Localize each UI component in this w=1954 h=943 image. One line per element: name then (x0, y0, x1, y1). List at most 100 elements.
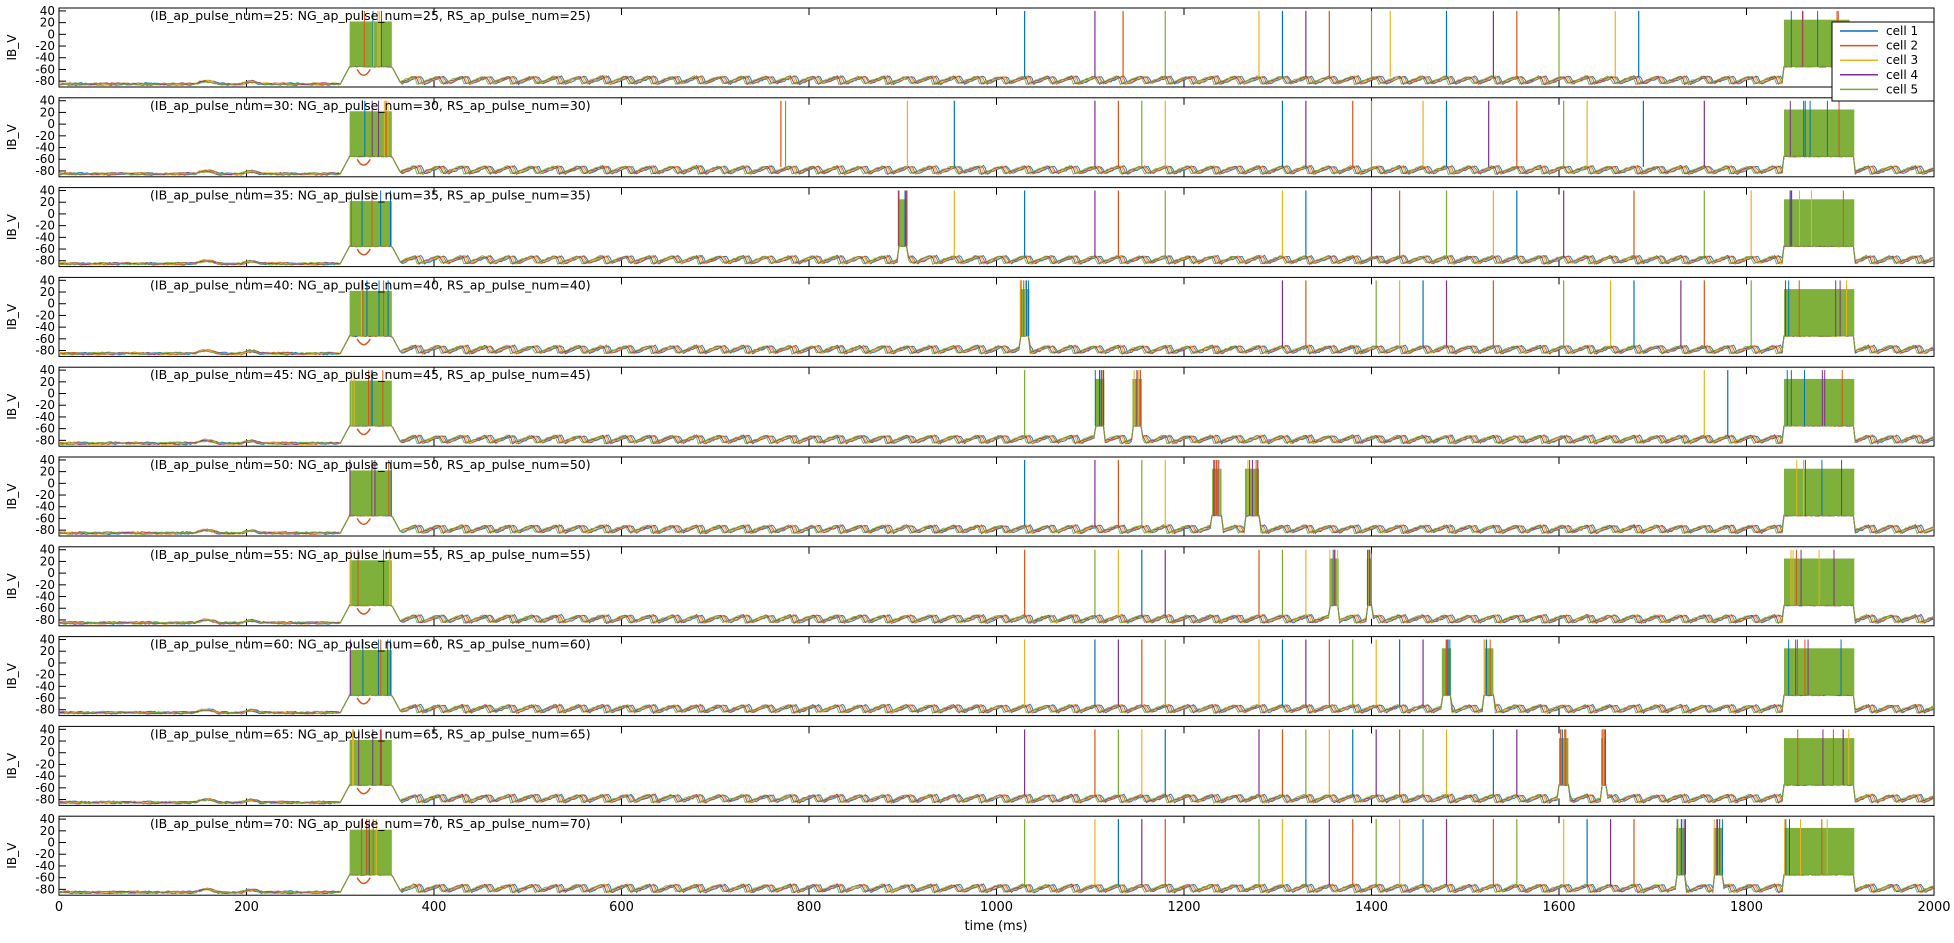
panel-annotation: (IB_ap_pulse_num=50: NG_ap_pulse_num=50,… (150, 457, 591, 472)
y-tick-label: -20 (35, 847, 55, 861)
y-tick-label: 20 (40, 734, 55, 748)
burst-dip (356, 787, 371, 795)
burst-dip (356, 158, 371, 166)
panel-annotation: (IB_ap_pulse_num=35: NG_ap_pulse_num=35,… (150, 188, 591, 203)
spike-burst-block (1019, 289, 1030, 336)
spike-burst-block (1784, 289, 1855, 336)
y-tick-label: -40 (35, 230, 55, 244)
y-tick-label: 20 (40, 105, 55, 119)
y-tick-label: -20 (35, 39, 55, 53)
x-tick-label: 400 (422, 900, 447, 915)
x-tick-label: 0 (55, 900, 63, 915)
y-tick-label: -40 (35, 769, 55, 783)
burst-dip (356, 338, 371, 346)
burst-dip (356, 607, 371, 615)
y-tick-label: -60 (35, 332, 55, 346)
y-tick-label: -60 (35, 152, 55, 166)
y-axis-label: IB_V (5, 752, 19, 779)
spike-burst-block (1784, 827, 1855, 875)
y-tick-label: -40 (35, 320, 55, 334)
y-tick-label: 20 (40, 16, 55, 30)
y-tick-label: -40 (35, 859, 55, 873)
legend-label: cell 4 (1886, 68, 1918, 82)
legend-label: cell 5 (1886, 82, 1918, 96)
y-axis-label: IB_V (5, 662, 19, 689)
plot-area (59, 459, 1934, 536)
y-tick-label: -80 (35, 344, 55, 358)
plot-area (59, 280, 1934, 356)
y-tick-label: -20 (35, 488, 55, 502)
spike-burst-block (1784, 738, 1855, 785)
y-tick-label: -80 (35, 164, 55, 178)
y-tick-label: -20 (35, 219, 55, 233)
trace-cell-5 (59, 334, 1934, 356)
plot-area (59, 100, 1934, 176)
y-tick-label: -40 (35, 590, 55, 604)
x-tick-label: 1000 (980, 900, 1013, 915)
y-axis-label: IB_V (5, 124, 19, 151)
y-tick-label: -80 (35, 74, 55, 88)
y-tick-label: -80 (35, 882, 55, 896)
y-tick-label: -60 (35, 601, 55, 615)
y-tick-label: -60 (35, 422, 55, 436)
y-tick-label: -80 (35, 613, 55, 627)
plot-area (59, 729, 1934, 805)
y-tick-label: 20 (40, 644, 55, 658)
y-tick-label: 0 (47, 836, 55, 850)
spike-burst-block (349, 650, 392, 696)
burst-dip (356, 248, 371, 256)
y-tick-label: 20 (40, 824, 55, 838)
spike-burst-block (349, 470, 392, 516)
spike-burst-block (349, 290, 392, 336)
y-tick-label: -60 (35, 511, 55, 525)
subplot-10: 40200-20-40-60-80IB_V(IB_ap_pulse_num=70… (5, 812, 1951, 915)
panel-annotation: (IB_ap_pulse_num=55: NG_ap_pulse_num=55,… (150, 547, 591, 562)
panel-annotation: (IB_ap_pulse_num=70: NG_ap_pulse_num=70,… (150, 816, 591, 831)
panel-annotation: (IB_ap_pulse_num=30: NG_ap_pulse_num=30,… (150, 98, 591, 113)
y-tick-label: 20 (40, 195, 55, 209)
x-axis-label: time (ms) (964, 919, 1027, 934)
x-tick-label: 2000 (1917, 900, 1950, 915)
y-tick-label: -40 (35, 679, 55, 693)
y-tick-label: -20 (35, 398, 55, 412)
y-axis-label: IB_V (5, 213, 19, 240)
spike-burst-block (349, 201, 392, 247)
y-tick-label: -80 (35, 254, 55, 268)
y-tick-label: 40 (40, 722, 55, 736)
plot-area (59, 549, 1934, 625)
y-tick-label: -40 (35, 141, 55, 155)
plot-area (59, 819, 1934, 895)
spike-burst-block (1784, 648, 1855, 696)
y-tick-label: 0 (47, 566, 55, 580)
y-tick-label: -20 (35, 308, 55, 322)
spike-burst-block (1784, 199, 1855, 247)
spike-burst-block (1784, 468, 1855, 516)
y-tick-label: -60 (35, 691, 55, 705)
trace-cell-5 (59, 65, 1934, 86)
spike-burst-block (1559, 738, 1569, 785)
x-tick-label: 800 (797, 900, 822, 915)
x-tick-label: 600 (609, 900, 634, 915)
burst-dip (356, 428, 371, 436)
y-tick-label: -60 (35, 781, 55, 795)
y-tick-label: 40 (40, 184, 55, 198)
spike-burst-block (1784, 109, 1855, 157)
y-tick-label: 0 (47, 117, 55, 131)
legend-box (1831, 21, 1935, 102)
y-axis-label: IB_V (5, 303, 19, 330)
y-axis-label: IB_V (5, 34, 19, 61)
y-tick-label: 20 (40, 375, 55, 389)
legend-label: cell 1 (1886, 24, 1918, 38)
spike-burst-block (898, 199, 908, 247)
y-tick-label: -40 (35, 51, 55, 65)
y-tick-label: -20 (35, 668, 55, 682)
y-tick-label: 0 (47, 387, 55, 401)
y-tick-label: 0 (47, 27, 55, 41)
panel-annotation: (IB_ap_pulse_num=65: NG_ap_pulse_num=65,… (150, 726, 591, 741)
